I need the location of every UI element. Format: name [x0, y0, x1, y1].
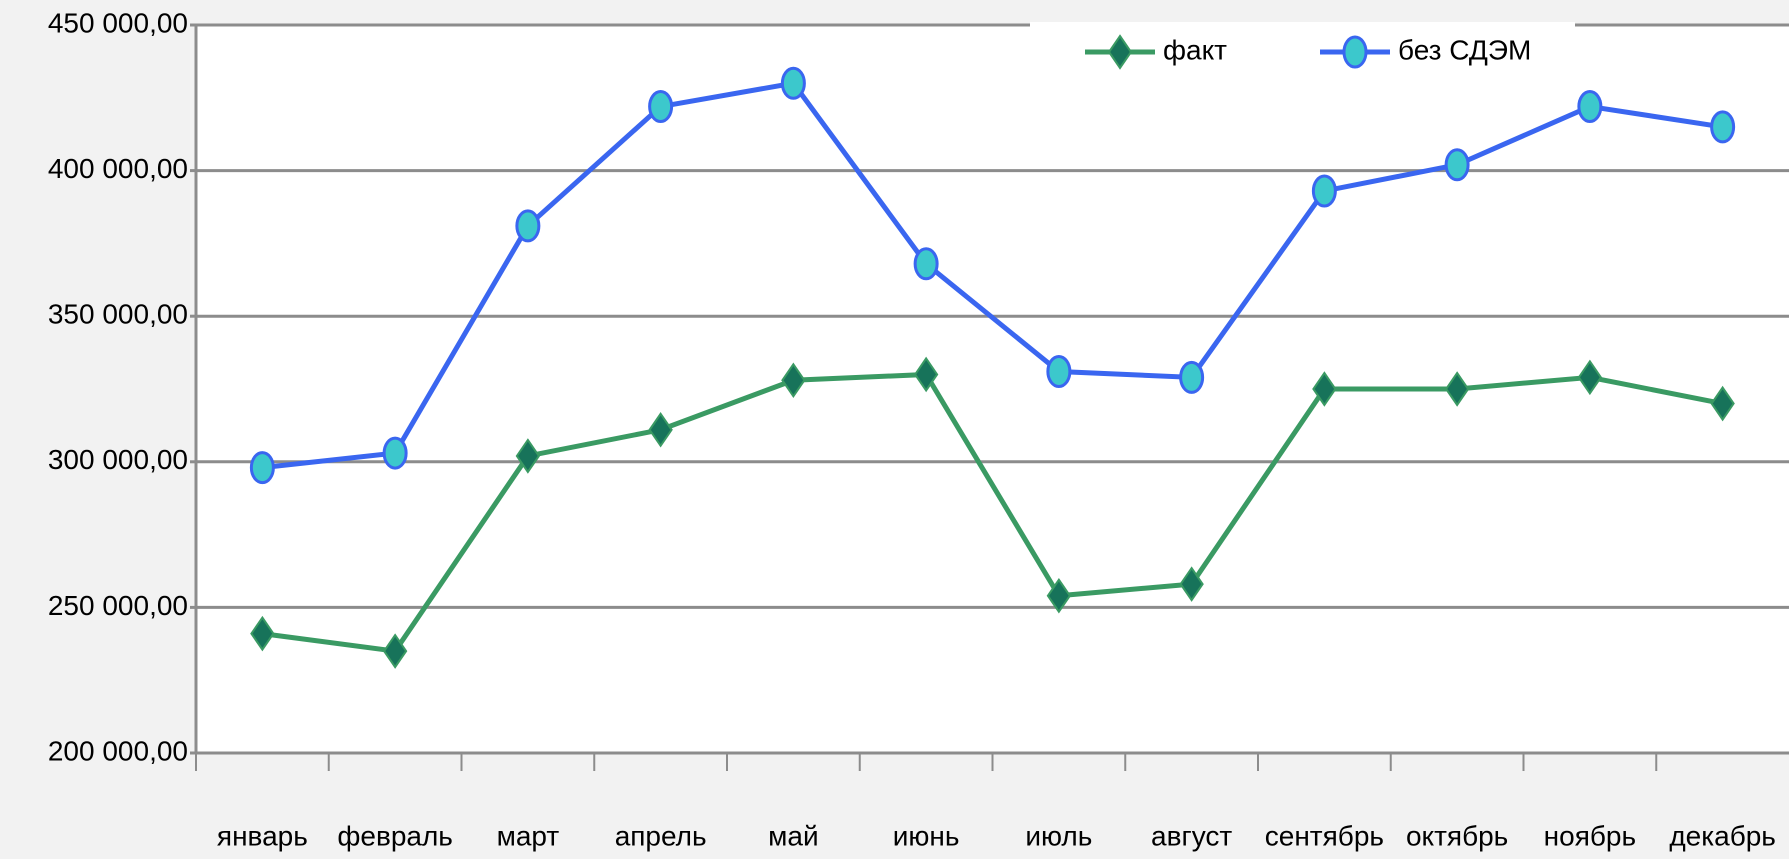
y-tick-label: 300 000,00 — [48, 444, 188, 475]
x-tick-label: ноябрь — [1544, 820, 1636, 851]
marker — [1444, 148, 1470, 182]
marker — [249, 451, 275, 485]
legend-label: факт — [1163, 34, 1227, 65]
legend-label: без СДЭМ — [1398, 34, 1531, 65]
marker — [1444, 371, 1470, 407]
marker — [1312, 371, 1337, 407]
marker — [1710, 110, 1736, 144]
marker — [781, 362, 806, 399]
y-tick-label: 450 000,00 — [48, 7, 188, 38]
marker — [648, 412, 673, 448]
y-tick-label: 400 000,00 — [48, 153, 188, 184]
marker — [250, 615, 275, 652]
marker — [648, 90, 674, 124]
marker — [1311, 174, 1337, 208]
x-tick-label: январь — [217, 820, 308, 851]
marker — [1577, 359, 1603, 396]
series-line — [262, 371, 1724, 654]
marker — [1710, 385, 1735, 422]
marker — [1046, 577, 1072, 614]
marker — [1577, 90, 1603, 124]
marker — [1179, 360, 1205, 394]
x-tick-label: июнь — [893, 820, 960, 851]
y-tick-label: 350 000,00 — [48, 299, 188, 330]
marker — [515, 438, 541, 474]
x-tick-label: апрель — [615, 820, 707, 851]
marker — [515, 209, 541, 243]
x-tick-label: сентябрь — [1265, 820, 1384, 851]
x-tick-label: февраль — [337, 820, 453, 851]
y-tick-label: 200 000,00 — [48, 735, 188, 766]
x-tick-label: август — [1151, 820, 1232, 851]
y-tick-label: 250 000,00 — [48, 590, 188, 621]
marker — [1179, 566, 1204, 602]
x-tick-label: декабрь — [1669, 820, 1776, 851]
marker — [1107, 34, 1133, 70]
marker — [1046, 355, 1072, 389]
marker — [382, 633, 408, 669]
marker — [913, 247, 939, 281]
marker — [913, 356, 939, 393]
x-tick-label: март — [497, 820, 560, 851]
plot-area — [196, 25, 1789, 753]
marker — [780, 66, 806, 100]
x-tick-label: май — [768, 820, 818, 851]
series-line — [262, 80, 1724, 471]
x-tick-label: июль — [1025, 820, 1092, 851]
marker — [1342, 35, 1368, 69]
marker — [382, 436, 408, 470]
x-tick-label: октябрь — [1406, 820, 1508, 851]
